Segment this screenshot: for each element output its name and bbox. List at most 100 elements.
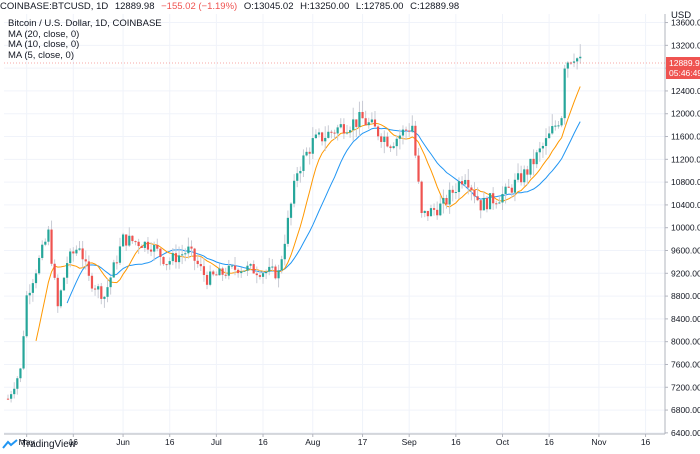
candle-up bbox=[302, 155, 305, 171]
candle-down bbox=[156, 244, 159, 249]
candle-down bbox=[115, 262, 118, 264]
candle-down bbox=[495, 203, 498, 205]
candle-up bbox=[336, 127, 339, 134]
candle-down bbox=[159, 248, 162, 257]
candle-up bbox=[482, 198, 485, 211]
candle-down bbox=[445, 198, 448, 205]
candle-up bbox=[243, 270, 246, 272]
candle-up bbox=[498, 202, 501, 204]
candle-down bbox=[436, 209, 439, 216]
price-tick-label: 6400.00 bbox=[671, 428, 700, 438]
time-tick-label: 16 bbox=[544, 437, 554, 447]
candle-up bbox=[383, 136, 386, 142]
candle-up bbox=[395, 138, 398, 147]
candle-up bbox=[554, 125, 557, 127]
candle-down bbox=[237, 269, 240, 274]
candle-up bbox=[423, 210, 426, 213]
candle-up bbox=[442, 198, 445, 204]
candle-up bbox=[62, 277, 66, 291]
candle-up bbox=[411, 125, 414, 132]
candle-up bbox=[299, 170, 302, 174]
legend-ma20[interactable]: MA (20, close, 0) bbox=[8, 28, 80, 40]
candle-up bbox=[392, 146, 395, 149]
price-tick-label: 7600.00 bbox=[671, 359, 700, 369]
candle-up bbox=[349, 130, 352, 133]
candle-down bbox=[6, 398, 10, 400]
candle-down bbox=[355, 119, 358, 127]
candle-up bbox=[143, 241, 146, 248]
candle-down bbox=[131, 235, 134, 242]
candle-down bbox=[190, 246, 193, 249]
candle-up bbox=[283, 243, 286, 260]
candle-down bbox=[321, 132, 324, 142]
candle-down bbox=[140, 246, 143, 248]
candle-down bbox=[373, 119, 377, 127]
candle-down bbox=[215, 274, 218, 276]
candle-down bbox=[308, 151, 311, 154]
candle-down bbox=[417, 155, 420, 182]
candle-up bbox=[572, 61, 576, 63]
candle-up bbox=[398, 135, 401, 139]
candle-up bbox=[563, 68, 566, 119]
time-tick-label: 16 bbox=[165, 437, 175, 447]
candle-up bbox=[544, 138, 548, 146]
price-change: −155.02 (−1.19%) bbox=[161, 1, 238, 12]
symbol-name[interactable]: COINBASE:BTCUSD, 1D bbox=[0, 1, 109, 12]
price-tick-label: 9200.00 bbox=[671, 268, 700, 278]
candle-down bbox=[162, 256, 165, 265]
candle-up bbox=[230, 265, 234, 267]
candle-down bbox=[330, 131, 333, 133]
candle-down bbox=[53, 263, 56, 278]
time-tick-label: Nov bbox=[591, 437, 607, 447]
candle-up bbox=[22, 336, 25, 369]
candle-up bbox=[65, 263, 69, 278]
candle-up bbox=[153, 244, 156, 252]
time-tick-label: Aug bbox=[305, 437, 320, 447]
price-tick-label: 11600.00 bbox=[671, 132, 700, 142]
candle-down bbox=[100, 286, 103, 299]
candle-down bbox=[342, 124, 345, 134]
candle-up bbox=[34, 273, 38, 284]
candle-down bbox=[90, 275, 94, 289]
candle-down bbox=[476, 196, 479, 201]
candle-down bbox=[252, 264, 255, 274]
ma20-line bbox=[66, 121, 581, 304]
close-value: C:12889.98 bbox=[410, 1, 460, 12]
candle-up bbox=[25, 295, 28, 337]
candle-up bbox=[277, 270, 280, 279]
candle-down bbox=[473, 189, 476, 197]
time-axis: May 16 Jun 16 Jul 16 Aug 17 Sep 16 Oct 16 Nov 16 bbox=[4, 433, 665, 447]
candle-up bbox=[106, 287, 109, 297]
last-price-box bbox=[666, 57, 700, 80]
candle-up bbox=[289, 203, 293, 218]
legend-ma10[interactable]: MA (10, close, 0) bbox=[8, 39, 80, 50]
candle-down bbox=[380, 136, 383, 142]
chart-legend: Bitcoin / U.S. Dollar, 1D, COINBASE MA (… bbox=[8, 18, 162, 61]
candle-up bbox=[286, 217, 289, 244]
time-tick-label: Sep bbox=[402, 437, 417, 447]
tradingview-logo[interactable]: TradingView bbox=[2, 437, 76, 451]
candle-up bbox=[448, 189, 451, 205]
candle-up bbox=[557, 125, 560, 127]
candle-up bbox=[59, 290, 62, 307]
candle-up bbox=[293, 180, 296, 204]
price-tick-label: 13600.00 bbox=[671, 18, 700, 28]
candle-down bbox=[56, 277, 59, 307]
currency-label[interactable]: USD bbox=[671, 10, 691, 21]
candle-down bbox=[532, 158, 535, 165]
candle-up bbox=[358, 112, 361, 127]
price-tick-label: 10000.00 bbox=[671, 223, 700, 233]
last-price: 12889.98 bbox=[114, 1, 155, 12]
candle-down bbox=[389, 146, 392, 149]
chart-grid bbox=[4, 14, 665, 434]
candle-up bbox=[370, 119, 373, 123]
candle-up bbox=[218, 268, 221, 276]
legend-ma5[interactable]: MA (5, close, 0) bbox=[8, 49, 74, 61]
low-value: L:12785.00 bbox=[355, 1, 404, 12]
candle-up bbox=[454, 192, 457, 194]
candle-down bbox=[467, 179, 470, 188]
time-tick-label: 16 bbox=[69, 437, 79, 447]
candle-up bbox=[109, 277, 112, 288]
candle-up bbox=[128, 235, 131, 246]
